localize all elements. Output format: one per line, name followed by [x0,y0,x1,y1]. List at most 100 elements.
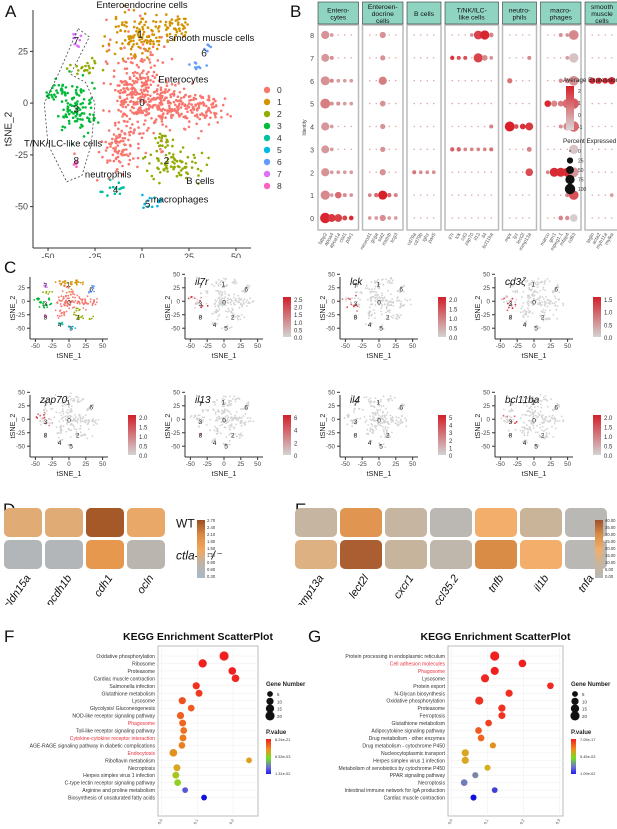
cell-point [532,291,535,294]
cell-point [61,399,64,402]
dot-point [473,30,483,40]
legend-swatch [263,134,271,142]
cell-point [123,98,127,101]
cell-point [62,410,65,413]
pathway-label: Phagosome [418,669,445,675]
y-tick-label: 50 [483,271,490,278]
cell-point [397,407,400,410]
cell-point [539,403,542,406]
cell-point [382,410,384,413]
cell-point [156,47,159,51]
cell-point [42,409,45,412]
dot-point [451,194,453,196]
cell-point [152,131,155,135]
cell-point [397,416,400,419]
cell-point [46,421,49,424]
cell-point [126,120,129,123]
cell-point [530,294,533,296]
y-tick-label: -25 [481,430,491,437]
x-tick-label: -25 [203,343,213,350]
cell-point [73,120,77,123]
cell-point [106,159,109,162]
cell-point [146,199,150,202]
heatmap-cell [45,508,83,537]
enrichment-point [505,689,513,697]
dot-point [379,214,386,222]
dot-point [367,216,372,220]
cell-point [116,151,120,155]
y-tick-label: -50 [16,443,26,450]
cell-point [185,107,189,110]
cell-point [132,157,135,160]
cell-point [216,121,219,124]
cell-point [184,17,187,21]
cell-point [133,34,136,37]
cell-point [73,152,76,155]
cell-point [545,416,548,419]
cell-point [55,426,58,429]
cell-point [88,102,91,105]
dot-point [515,34,517,36]
cell-point [197,182,200,185]
x-tick-label: 0.0 [447,819,453,826]
dot-point [504,121,515,132]
cell-point [118,91,122,95]
cell-point [218,293,221,296]
cell-point [199,401,202,404]
colorbar-tick: 40.00 [605,518,616,523]
cell-point [531,304,534,307]
cell-point [81,118,84,121]
cell-point [229,432,232,435]
cell-point [138,38,141,42]
cell-point [556,420,559,422]
dot-point [464,194,466,196]
cell-point [142,30,146,34]
cell-point [151,53,154,57]
cell-point [371,313,373,316]
dot-point [349,193,354,197]
cluster-annotation: neutrophils [85,170,132,181]
cell-point [232,302,235,305]
colorbar-tick: 20.00 [605,546,616,551]
cell-point [113,192,117,195]
cell-point [212,97,216,101]
cell-point [531,400,534,403]
dot-point [458,171,460,173]
cell-point [107,48,111,52]
cell-point [214,112,218,115]
enrichment-point [460,779,468,787]
cell-point [63,126,67,129]
cell-point [544,289,547,292]
cluster-label: 6 [244,286,248,293]
cell-point [72,293,74,295]
cell-point [377,278,380,281]
y-tick-label: 0 [487,416,491,423]
cluster-label: 1 [222,281,226,288]
cell-point [177,21,180,24]
colorbar-tick: 0.0 [294,336,303,342]
cell-point [240,416,243,419]
cell-point [137,66,140,69]
cell-point [76,294,79,297]
cell-point [556,402,559,405]
x-tick-label: 0 [532,461,536,468]
cell-point [508,306,510,309]
facet-strip [584,1,617,25]
cell-point [230,303,233,306]
dot-point [388,34,390,36]
cell-point [353,407,356,410]
cell-point [166,140,169,143]
cell-point [150,28,153,32]
dot-point [367,193,372,197]
cell-point [125,72,129,75]
cell-point [155,96,159,100]
cell-point [364,421,367,424]
cell-point [387,289,389,292]
cell-point [166,157,170,161]
cell-point [368,288,371,291]
dot-point [477,80,479,82]
cell-point [129,109,132,112]
cell-point [180,32,184,35]
cell-point [203,116,207,119]
dot-point [387,192,392,198]
